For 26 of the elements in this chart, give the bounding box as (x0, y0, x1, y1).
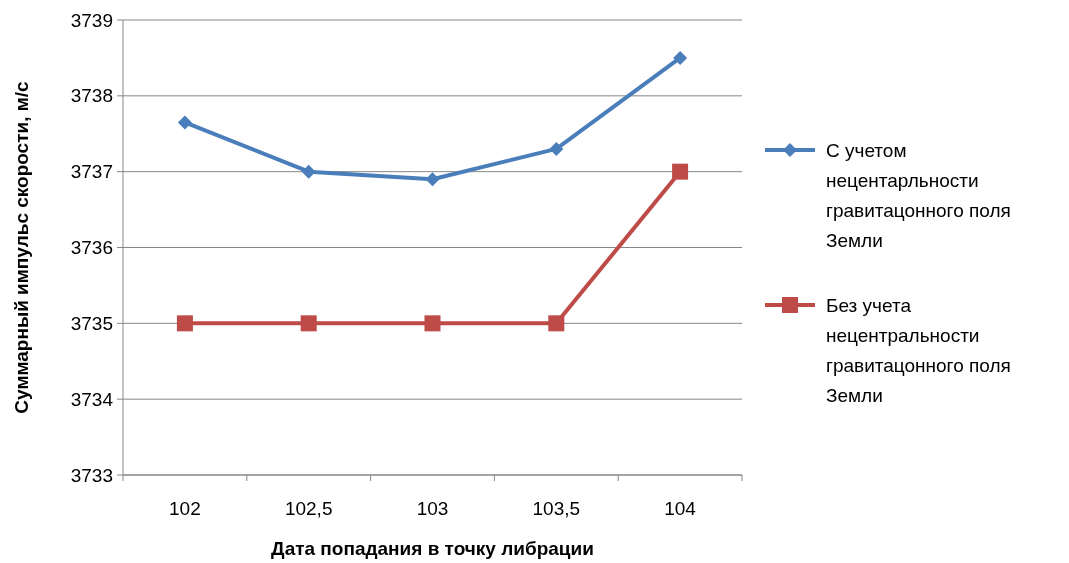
y-tick-label: 3739 (70, 9, 113, 31)
y-tick-label: 3736 (70, 237, 113, 259)
y-tick-label: 3738 (70, 85, 113, 107)
y-axis-title: Суммарный импульс скорости, м/с (11, 80, 32, 414)
point (549, 141, 564, 156)
x-tick-label: 103,5 (532, 498, 581, 519)
point (424, 315, 441, 332)
x-axis-title: Дата попадания в точку либрации (271, 538, 594, 559)
point (425, 172, 440, 187)
x-tick-label: 104 (664, 498, 697, 519)
legend-label: Без учета нецентральности гравитацонного поля Земли (826, 294, 1011, 406)
x-tick-label: 103 (416, 498, 449, 519)
point (301, 164, 316, 179)
point (673, 50, 688, 65)
point (548, 315, 565, 332)
y-tick-label: 3737 (70, 161, 113, 183)
y-tick-label: 3733 (70, 464, 113, 486)
y-tick-label: 3734 (70, 388, 114, 410)
legend-label: С учетом нецентарльности гравитацонного поля Земли (826, 139, 1011, 251)
point (176, 315, 193, 332)
x-tick-label: 102,5 (284, 498, 333, 519)
point (177, 115, 192, 130)
point (672, 163, 689, 180)
x-tick-label: 102 (169, 498, 201, 519)
y-tick-label: 3735 (70, 312, 113, 334)
point (300, 315, 317, 332)
